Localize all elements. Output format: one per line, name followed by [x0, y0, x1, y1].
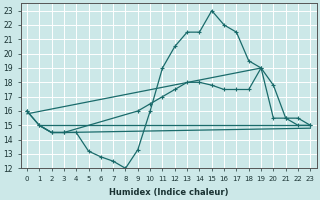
X-axis label: Humidex (Indice chaleur): Humidex (Indice chaleur)	[109, 188, 228, 197]
